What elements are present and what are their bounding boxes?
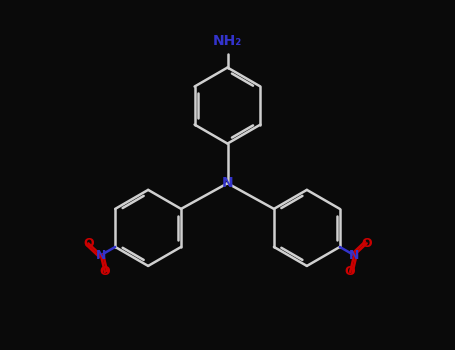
Text: NH₂: NH₂ — [213, 34, 242, 48]
Text: O: O — [100, 266, 110, 279]
Text: O: O — [83, 237, 94, 250]
Text: O: O — [345, 266, 355, 279]
Text: O: O — [361, 237, 372, 250]
Text: N: N — [349, 249, 359, 262]
Text: N: N — [222, 176, 233, 190]
Text: N: N — [96, 249, 106, 262]
